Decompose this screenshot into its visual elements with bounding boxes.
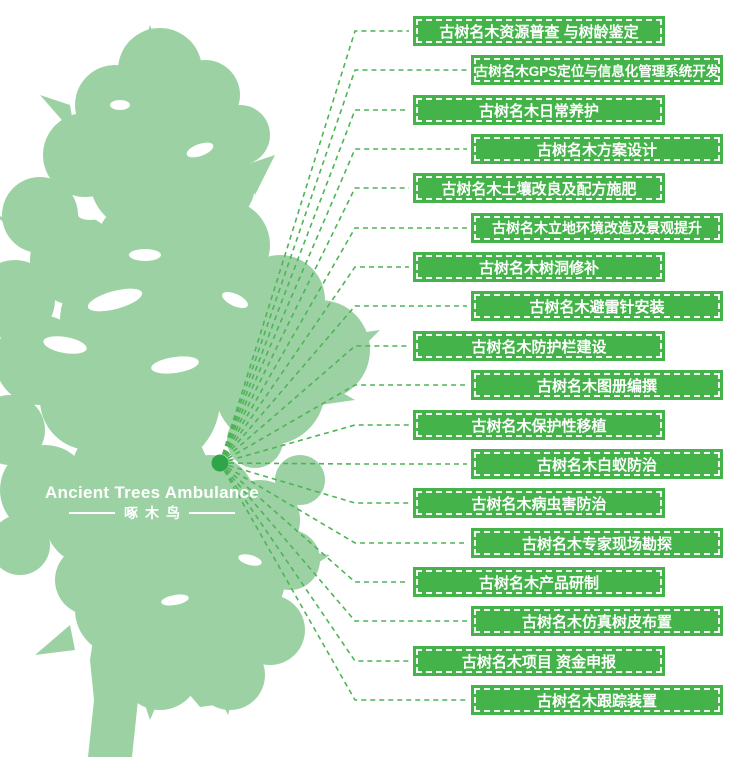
logo-subtitle-row: 啄木鸟	[28, 503, 276, 523]
service-label: 古树名木产品研制	[413, 567, 665, 597]
service-label: 古树名木白蚁防治	[471, 449, 723, 479]
connector-line	[219, 462, 467, 701]
service-label: 古树名木跟踪装置	[471, 685, 723, 715]
connector-line	[219, 462, 467, 465]
service-label: 古树名木图册编撰	[471, 370, 723, 400]
connector-line	[219, 384, 467, 464]
service-label: 古树名木专家现场勘探	[471, 528, 723, 558]
connector-line	[219, 462, 409, 504]
divider-line-right	[189, 512, 235, 514]
service-label: 古树名木仿真树皮布置	[471, 606, 723, 636]
connector-line	[219, 266, 409, 464]
divider-line-left	[69, 512, 115, 514]
hub-dot	[211, 454, 229, 472]
logo-title: Ancient Trees Ambulance	[44, 483, 260, 502]
connector-line	[219, 305, 467, 464]
connector-line	[219, 227, 467, 464]
woodpecker-logo-icon	[6, 6, 74, 74]
service-label: 古树名木GPS定位与信息化管理系统开发	[471, 55, 723, 85]
service-label: 古树名木树洞修补	[413, 252, 665, 282]
service-label: 古树名木土壤改良及配方施肥	[413, 173, 665, 203]
connector-line	[219, 30, 409, 464]
logo-subtitle: 啄木鸟	[124, 505, 187, 521]
connector-line	[219, 424, 409, 464]
connector-line	[219, 462, 467, 544]
service-label: 古树名木防护栏建设	[413, 331, 665, 361]
service-label: 古树名木避雷针安装	[471, 291, 723, 321]
service-label: 古树名木日常养护	[413, 95, 665, 125]
service-label: 古树名木保护性移植	[413, 410, 665, 440]
connector-line	[219, 109, 409, 464]
service-label: 古树名木资源普查 与树龄鉴定	[413, 16, 665, 46]
connector-line	[219, 187, 409, 464]
service-label: 古树名木方案设计	[471, 134, 723, 164]
service-label: 古树名木病虫害防治	[413, 488, 665, 518]
service-label: 古树名木立地环境改造及景观提升	[471, 213, 723, 243]
service-label: 古树名木项目 资金申报	[413, 646, 665, 676]
connector-line	[219, 148, 467, 464]
connector-line	[219, 69, 467, 464]
connector-line	[219, 462, 467, 622]
